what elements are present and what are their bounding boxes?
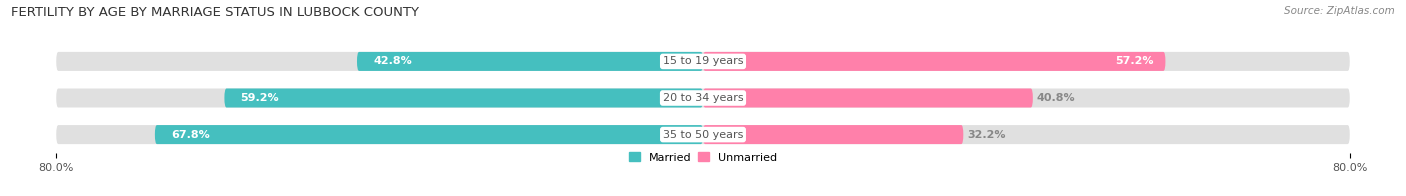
Text: 42.8%: 42.8% (373, 56, 412, 66)
Legend: Married, Unmarried: Married, Unmarried (624, 148, 782, 167)
Text: Source: ZipAtlas.com: Source: ZipAtlas.com (1284, 6, 1395, 16)
Text: FERTILITY BY AGE BY MARRIAGE STATUS IN LUBBOCK COUNTY: FERTILITY BY AGE BY MARRIAGE STATUS IN L… (11, 6, 419, 19)
FancyBboxPatch shape (703, 52, 1166, 71)
FancyBboxPatch shape (155, 125, 703, 144)
FancyBboxPatch shape (56, 125, 1350, 144)
Text: 59.2%: 59.2% (240, 93, 280, 103)
FancyBboxPatch shape (56, 88, 1350, 108)
Text: 40.8%: 40.8% (1036, 93, 1076, 103)
Text: 15 to 19 years: 15 to 19 years (662, 56, 744, 66)
FancyBboxPatch shape (225, 88, 703, 108)
FancyBboxPatch shape (703, 125, 963, 144)
FancyBboxPatch shape (357, 52, 703, 71)
Text: 20 to 34 years: 20 to 34 years (662, 93, 744, 103)
Text: 67.8%: 67.8% (172, 130, 209, 140)
Text: 57.2%: 57.2% (1115, 56, 1153, 66)
Text: 32.2%: 32.2% (967, 130, 1005, 140)
FancyBboxPatch shape (703, 88, 1033, 108)
FancyBboxPatch shape (56, 52, 1350, 71)
Text: 35 to 50 years: 35 to 50 years (662, 130, 744, 140)
